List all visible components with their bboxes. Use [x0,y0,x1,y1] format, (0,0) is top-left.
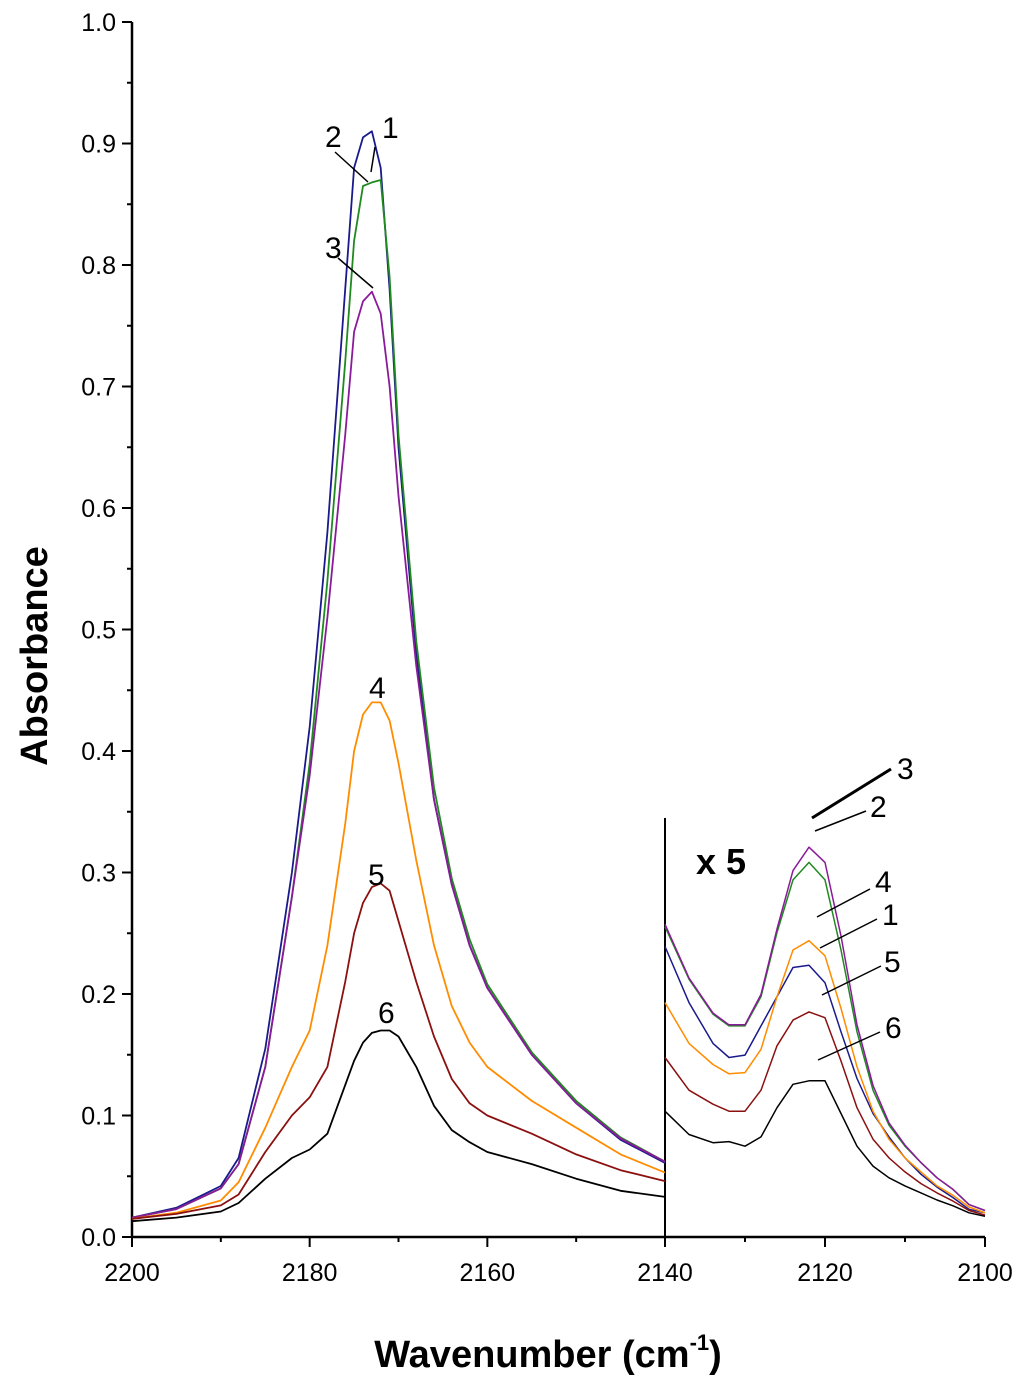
y-tick-label: 1.0 [81,9,116,37]
curve-label-1: 1 [882,899,899,932]
x-axis-title-superscript: -1 [690,1330,710,1355]
series-6-line [131,1029,666,1223]
y-tick-label: 0.9 [81,131,116,159]
x-tick-label: 2120 [797,1259,853,1287]
curve-leader-line [816,888,871,918]
series-3-line [131,290,666,1219]
x-axis-title-close: ) [709,1334,722,1376]
x-tick-label: 2140 [637,1259,693,1287]
curve-label-3: 3 [897,753,914,786]
x-tick-label: 2100 [957,1259,1013,1287]
y-tick-label: 0.6 [81,495,116,523]
curve-label-6: 6 [885,1012,902,1045]
y-tick-label: 0.5 [81,617,116,645]
y-tick-label: 0.8 [81,252,116,280]
inset-scale-label: x 5 [696,841,746,882]
y-tick-label: 0.4 [81,738,116,766]
y-axis-title: Absorbance [14,546,56,766]
curve-leader-line [819,918,878,949]
curve-label-5: 5 [368,859,385,892]
curve-label-1: 1 [382,112,399,145]
curve-label-6: 6 [378,997,395,1030]
series-6-inset-line [664,1080,986,1218]
y-tick-label: 0.1 [81,1103,116,1131]
curve-leader-line [370,146,376,173]
curve-label-4: 4 [875,866,892,899]
series-5-line [131,882,666,1220]
curve-label-3: 3 [325,232,342,265]
x-tick-label: 2200 [104,1259,160,1287]
x-axis-title: Wavenumber (cm-1) [374,1330,722,1376]
series-1-inset-line [664,946,986,1214]
curve-leader-line [821,965,882,996]
series-1-line [131,130,666,1219]
series-4-inset-line [664,939,986,1214]
series-2-line [131,179,666,1219]
curve-label-2: 2 [325,121,342,154]
y-tick-label: 0.0 [81,1224,116,1252]
main-curves [131,130,666,1223]
series-2-inset-line [664,861,986,1212]
x-tick-label: 2160 [460,1259,516,1287]
y-tick-label: 0.3 [81,860,116,888]
y-tick-label: 0.7 [81,374,116,402]
x-tick-label: 2180 [282,1259,338,1287]
plot-frame [130,22,985,1239]
curve-leader-line [814,810,867,832]
series-3-inset-line [664,846,986,1212]
x-axis: 2200 2180 2160 2140 2120 2100 [104,1237,1013,1287]
curve-label-5: 5 [884,946,901,979]
curve-leader-line [337,257,374,289]
curve-label-4: 4 [369,672,386,705]
curve-leader-line [817,1031,881,1061]
y-axis: 0.0 0.1 0.2 0.3 0.4 0.5 0.6 0.7 0.8 0.9 1.0 [81,9,132,1252]
curve-leader-line [811,767,892,820]
series-5-inset-line [664,1011,986,1216]
series-4-line [131,701,666,1220]
curve-leader-line [334,151,369,183]
x-axis-title-main: Wavenumber (cm [374,1334,689,1376]
inset-curves [664,846,986,1218]
y-tick-label: 0.2 [81,981,116,1009]
curve-label-2: 2 [870,791,887,824]
